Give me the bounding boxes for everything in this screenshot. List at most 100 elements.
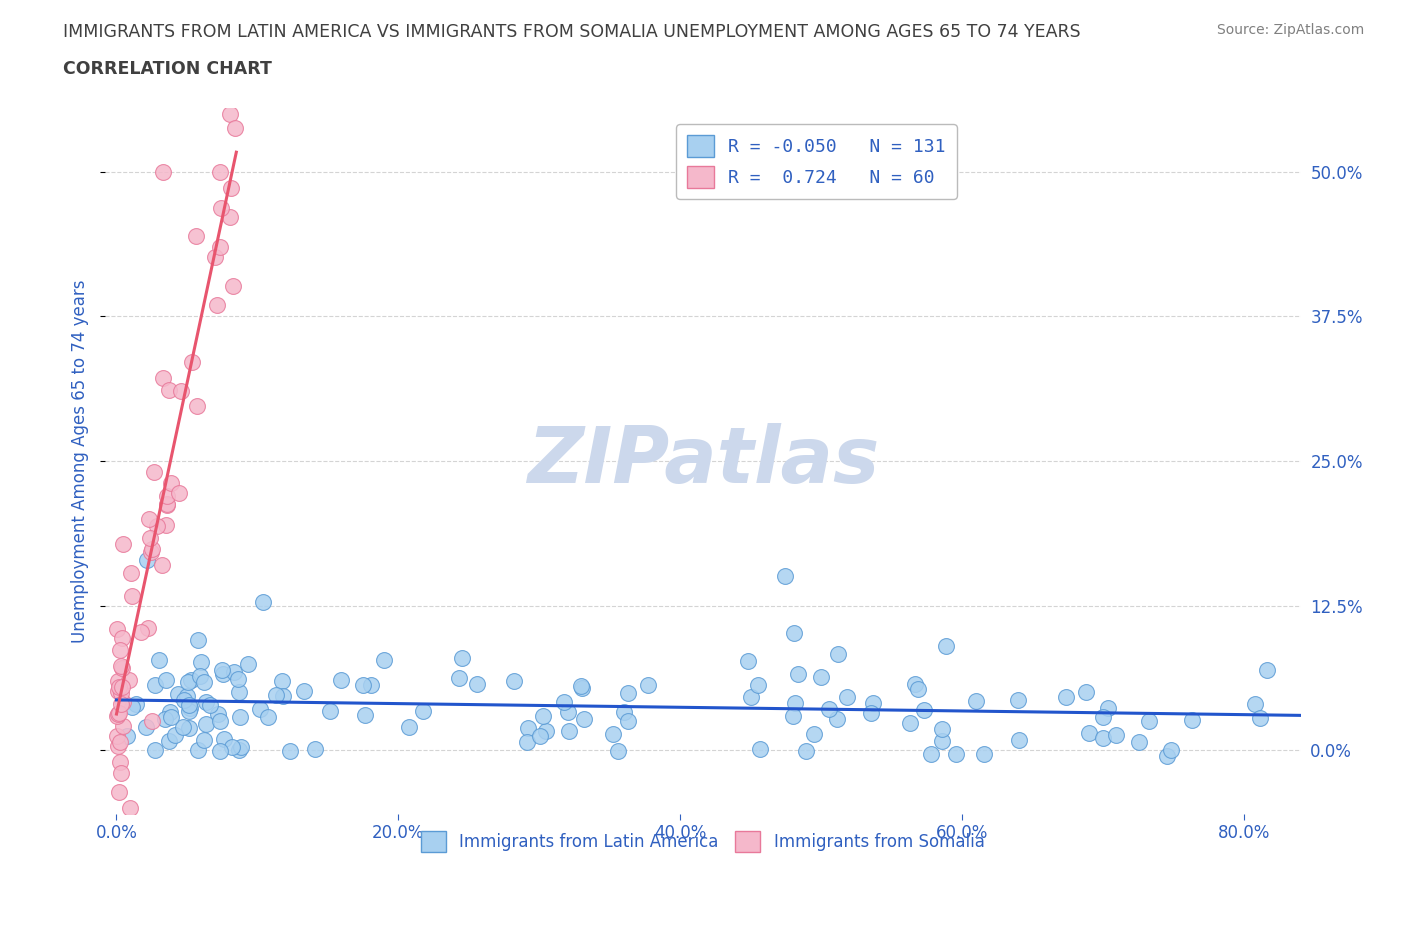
Point <box>207 707 229 722</box>
Text: ZIPatlas: ZIPatlas <box>527 423 879 498</box>
Point <box>112 537 135 551</box>
Point <box>135 720 157 735</box>
Point <box>209 239 232 254</box>
Point <box>120 801 142 816</box>
Point <box>107 684 129 698</box>
Text: CORRELATION CHART: CORRELATION CHART <box>63 60 273 78</box>
Point <box>835 690 858 705</box>
Point <box>120 565 142 580</box>
Point <box>1008 733 1031 748</box>
Point <box>187 743 209 758</box>
Point <box>156 489 179 504</box>
Point <box>825 711 848 726</box>
Point <box>229 710 252 724</box>
Point <box>782 709 804 724</box>
Point <box>1256 662 1278 677</box>
Point <box>173 693 195 708</box>
Point <box>935 638 957 653</box>
Point <box>221 739 243 754</box>
Point <box>143 465 166 480</box>
Point <box>186 398 208 413</box>
Point <box>108 735 131 750</box>
Point <box>945 746 967 761</box>
Point <box>211 663 233 678</box>
Point <box>219 180 242 195</box>
Point <box>157 734 180 749</box>
Point <box>360 678 382 693</box>
Point <box>748 741 770 756</box>
Point <box>143 677 166 692</box>
Point <box>256 710 278 724</box>
Point <box>773 569 796 584</box>
Point <box>534 724 557 738</box>
Point <box>465 676 488 691</box>
Point <box>637 677 659 692</box>
Point <box>180 672 202 687</box>
Point <box>167 485 190 500</box>
Point <box>208 743 231 758</box>
Point <box>558 724 581 738</box>
Point <box>136 621 159 636</box>
Point <box>157 382 180 397</box>
Point <box>193 675 215 690</box>
Point <box>373 653 395 668</box>
Point <box>195 695 218 710</box>
Point <box>449 671 471 685</box>
Point <box>219 209 242 224</box>
Point <box>105 709 128 724</box>
Point <box>264 688 287 703</box>
Point <box>1092 731 1115 746</box>
Point <box>398 719 420 734</box>
Point <box>112 695 135 710</box>
Point <box>110 658 132 673</box>
Point <box>139 545 162 560</box>
Point <box>531 709 554 724</box>
Text: Source: ZipAtlas.com: Source: ZipAtlas.com <box>1216 23 1364 37</box>
Point <box>139 531 162 546</box>
Point <box>1181 713 1204 728</box>
Point <box>794 743 817 758</box>
Point <box>108 643 131 658</box>
Point <box>209 201 232 216</box>
Point <box>451 650 474 665</box>
Point <box>1007 693 1029 708</box>
Point <box>1243 697 1265 711</box>
Point <box>198 698 221 712</box>
Point <box>207 298 229 312</box>
Point <box>612 704 634 719</box>
Point <box>160 710 183 724</box>
Point <box>108 706 131 721</box>
Point <box>110 765 132 780</box>
Point <box>1128 735 1150 750</box>
Point <box>160 475 183 490</box>
Point <box>188 669 211 684</box>
Point <box>115 728 138 743</box>
Point <box>920 747 942 762</box>
Point <box>111 680 134 695</box>
Point <box>236 657 259 671</box>
Point <box>740 690 762 705</box>
Point <box>1076 684 1098 699</box>
Point <box>786 666 808 681</box>
Point <box>1097 700 1119 715</box>
Point <box>179 700 201 715</box>
Point <box>176 688 198 703</box>
Point <box>107 738 129 753</box>
Point <box>529 728 551 743</box>
Point <box>155 518 177 533</box>
Point <box>146 518 169 533</box>
Point <box>516 721 538 736</box>
Point <box>107 673 129 688</box>
Point <box>121 699 143 714</box>
Point <box>212 666 235 681</box>
Point <box>111 660 134 675</box>
Y-axis label: Unemployment Among Ages 65 to 74 years: Unemployment Among Ages 65 to 74 years <box>72 279 89 643</box>
Point <box>228 684 250 699</box>
Point <box>111 631 134 645</box>
Point <box>319 704 342 719</box>
Point <box>571 680 593 695</box>
Point <box>803 726 825 741</box>
Point <box>129 624 152 639</box>
Point <box>226 671 249 686</box>
Point <box>862 696 884 711</box>
